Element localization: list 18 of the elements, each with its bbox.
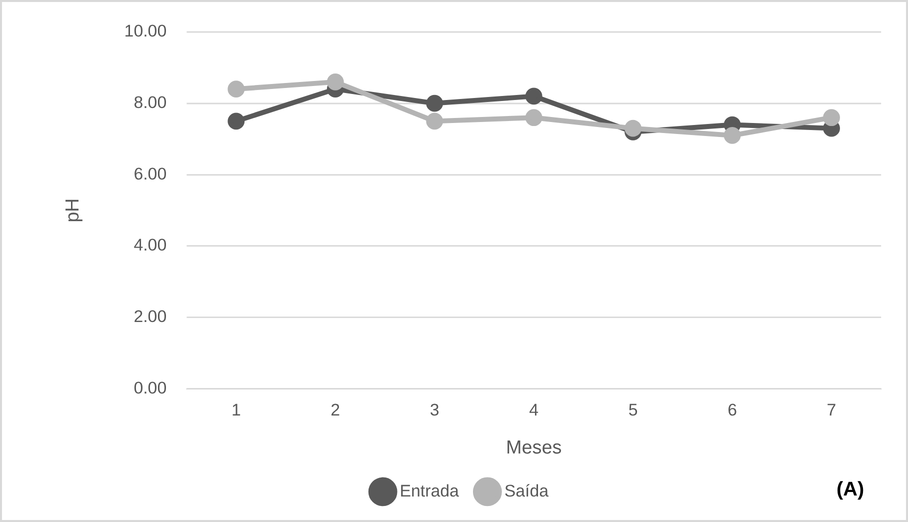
- x-tick-label: 5: [628, 400, 638, 420]
- text: (A): [836, 478, 864, 501]
- y-tick-label: 4.00: [134, 236, 167, 255]
- y-tick-label: 8.00: [134, 93, 167, 112]
- y-tick-label: 2.00: [134, 307, 167, 326]
- x-tick-label: 3: [430, 400, 440, 420]
- y-tick-label: 0.00: [134, 378, 167, 398]
- x-tick-label: 7: [826, 400, 836, 420]
- x-tick-label: 6: [728, 400, 737, 420]
- legend-label: Saída: [504, 481, 550, 500]
- x-axis-title: Meses: [506, 437, 562, 458]
- y-axis-title: pH: [62, 198, 84, 222]
- x-tick-label: 1: [231, 400, 241, 420]
- legend-label: Entrada: [400, 481, 460, 500]
- y-tick-label: 10.00: [124, 22, 167, 41]
- x-tick-label: 4: [529, 400, 539, 420]
- y-tick-label: 6.00: [134, 164, 167, 184]
- x-tick-label: 2: [330, 400, 340, 420]
